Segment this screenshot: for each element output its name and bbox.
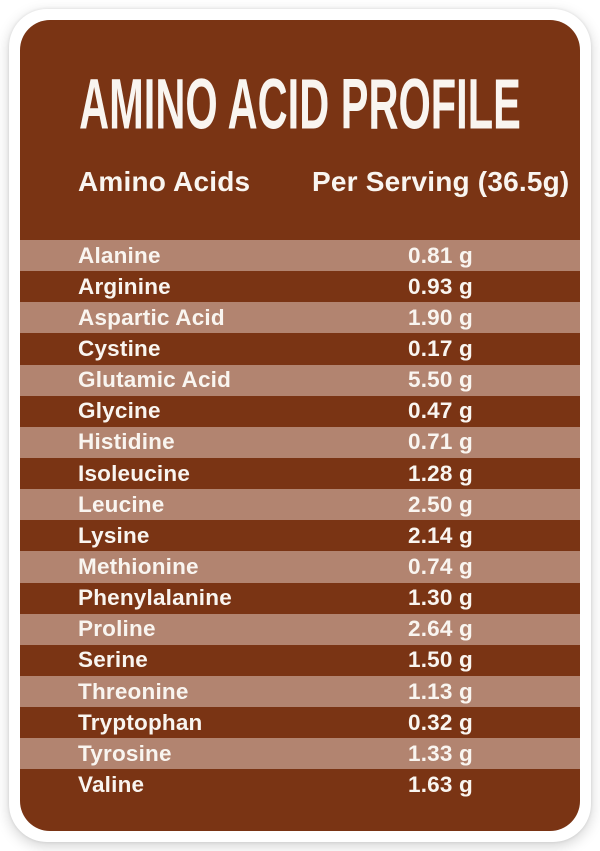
- white-frame: AMINO ACID PROFILE Amino Acids Per Servi…: [9, 9, 591, 842]
- amino-acid-value: 1.90 g: [408, 304, 473, 330]
- amino-acid-name: Tryptophan: [78, 709, 203, 735]
- amino-acid-value: 1.30 g: [408, 585, 473, 611]
- amino-acid-name: Lysine: [78, 522, 150, 548]
- table-row: Aspartic Acid 1.90 g: [20, 302, 580, 334]
- amino-acid-name: Glycine: [78, 398, 161, 424]
- table-row: Threonine 1.13 g: [20, 675, 580, 708]
- amino-acid-name: Methionine: [78, 553, 199, 579]
- amino-acid-name: Cystine: [78, 335, 161, 361]
- table-row: Proline 2.64 g: [20, 613, 580, 645]
- amino-acid-name: Tyrosine: [78, 740, 172, 766]
- amino-acid-name: Proline: [78, 616, 156, 642]
- column-header-amino-acids: Amino Acids: [78, 166, 251, 197]
- amino-acid-name: Leucine: [78, 491, 165, 517]
- table-row: Methionine 0.74 g: [20, 551, 580, 583]
- amino-acid-value: 0.17 g: [408, 335, 473, 361]
- table-row: Isoleucine 1.28 g: [20, 458, 580, 489]
- amino-acid-name: Serine: [78, 647, 148, 673]
- amino-acid-name: Isoleucine: [78, 460, 191, 486]
- table-row: Tryptophan 0.32 g: [20, 707, 580, 738]
- amino-acid-name: Arginine: [78, 273, 171, 299]
- amino-acid-name: Aspartic Acid: [78, 304, 225, 330]
- amino-acid-value: 2.64 g: [408, 616, 473, 642]
- amino-acid-value: 1.63 g: [408, 771, 473, 797]
- table-row: Histidine 0.71 g: [20, 426, 580, 458]
- amino-acid-value: 1.13 g: [408, 678, 473, 704]
- amino-acid-value: 0.47 g: [408, 398, 473, 424]
- page-title-svg: AMINO ACID PROFILE: [79, 65, 521, 145]
- amino-acid-name: Valine: [78, 771, 145, 797]
- table-row: Glutamic Acid 5.50 g: [20, 364, 580, 396]
- table-row: Phenylalanine 1.30 g: [20, 583, 580, 614]
- amino-acid-value: 5.50 g: [408, 367, 473, 393]
- amino-acid-value: 0.71 g: [408, 429, 473, 455]
- amino-acid-name: Glutamic Acid: [78, 367, 232, 393]
- amino-acid-name: Alanine: [78, 242, 161, 268]
- table-row: Leucine 2.50 g: [20, 489, 580, 521]
- amino-acid-value: 2.50 g: [408, 491, 473, 517]
- table-row: Arginine 0.93 g: [20, 271, 580, 302]
- table-row: Tyrosine 1.33 g: [20, 738, 580, 770]
- amino-acid-value: 1.50 g: [408, 647, 473, 673]
- amino-acid-table: Alanine 0.81 g Arginine 0.93 g Aspartic …: [20, 240, 580, 801]
- amino-acid-value: 0.74 g: [408, 553, 473, 579]
- amino-acid-value: 2.14 g: [408, 522, 473, 548]
- column-header-per-serving: Per Serving (36.5g): [312, 166, 570, 197]
- table-row: Glycine 0.47 g: [20, 396, 580, 427]
- table-row: Alanine 0.81 g: [20, 240, 580, 272]
- amino-acid-name: Threonine: [78, 678, 189, 704]
- table-row: Serine 1.50 g: [20, 645, 580, 676]
- amino-acid-value: 0.93 g: [408, 273, 473, 299]
- amino-acid-name: Histidine: [78, 429, 175, 455]
- amino-acid-value: 0.32 g: [408, 709, 473, 735]
- amino-acid-value: 1.28 g: [408, 460, 473, 486]
- table-row: Lysine 2.14 g: [20, 520, 580, 551]
- amino-acid-card: AMINO ACID PROFILE Amino Acids Per Servi…: [20, 20, 580, 831]
- table-row: Valine 1.63 g: [20, 769, 580, 800]
- amino-acid-value: 1.33 g: [408, 740, 473, 766]
- column-header-row: Amino Acids Per Serving (36.5g): [20, 167, 580, 197]
- page-title: AMINO ACID PROFILE: [79, 65, 521, 145]
- amino-acid-value: 0.81 g: [408, 242, 473, 268]
- table-row: Cystine 0.17 g: [20, 333, 580, 364]
- amino-acid-name: Phenylalanine: [78, 585, 232, 611]
